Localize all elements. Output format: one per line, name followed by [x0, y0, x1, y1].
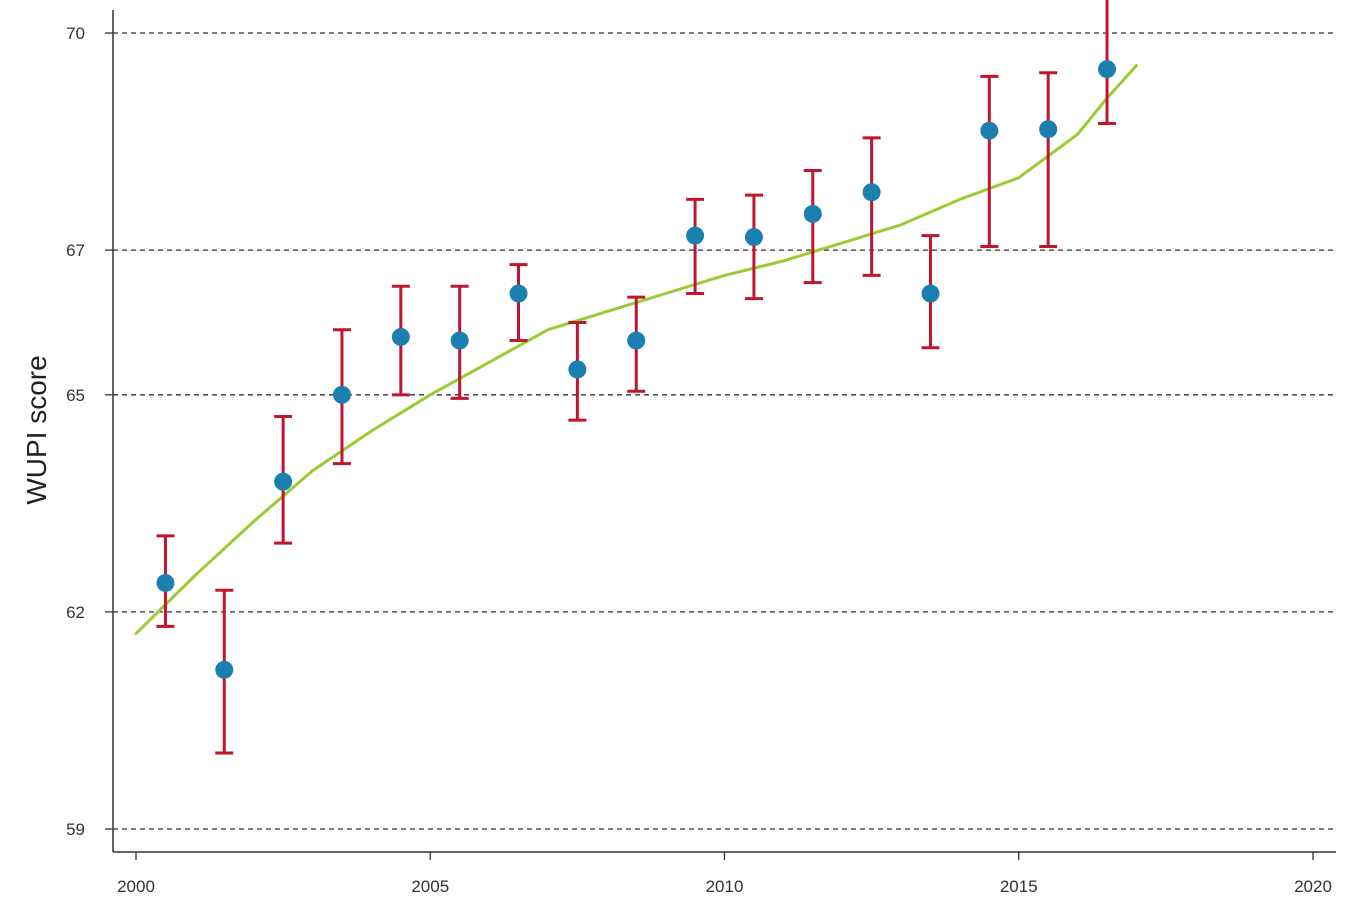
- data-point: [980, 121, 999, 140]
- y-tick-label: 65: [66, 386, 85, 405]
- y-tick-label: 59: [66, 820, 85, 839]
- y-axis-label: WUPI score: [21, 355, 52, 504]
- x-tick-label: 2010: [706, 877, 744, 896]
- data-point: [332, 385, 351, 404]
- trend-line-layer: [134, 64, 1138, 636]
- data-point: [627, 331, 646, 350]
- data-point: [450, 331, 469, 350]
- y-tick-label: 70: [66, 24, 85, 43]
- error-bar: [744, 193, 763, 301]
- data-point: [744, 228, 763, 247]
- x-ticks: 2000 2005 2010 2015 2020: [117, 852, 1332, 896]
- x-tick-label: 2005: [411, 877, 449, 896]
- x-tick-label: 2015: [1000, 877, 1038, 896]
- grid-lines: [113, 32, 1336, 830]
- error-bar: [1098, 0, 1117, 125]
- error-bar: [980, 74, 999, 248]
- data-points: [156, 60, 1117, 679]
- error-bar: [1039, 71, 1058, 248]
- data-point: [862, 183, 881, 202]
- data-point: [156, 573, 175, 592]
- x-tick-label: 2020: [1294, 877, 1332, 896]
- axes: [112, 10, 1336, 853]
- data-point: [803, 204, 822, 223]
- error-bar: [686, 197, 705, 296]
- error-bar: [862, 136, 881, 277]
- error-bars: [156, 0, 1117, 755]
- error-bar: [803, 168, 822, 285]
- data-point: [215, 660, 234, 679]
- data-point: [686, 226, 705, 245]
- y-ticks: 59 62 65 67 70: [66, 24, 113, 839]
- data-point: [391, 327, 410, 346]
- data-point: [509, 284, 528, 303]
- data-point: [274, 472, 293, 491]
- data-point: [568, 360, 587, 379]
- data-point: [1039, 120, 1058, 139]
- data-point: [921, 284, 940, 303]
- y-tick-label: 67: [66, 241, 85, 260]
- x-tick-label: 2000: [117, 877, 155, 896]
- trend-line: [134, 64, 1138, 636]
- y-tick-label: 62: [66, 603, 85, 622]
- error-bar: [509, 263, 528, 343]
- data-point: [1098, 60, 1117, 79]
